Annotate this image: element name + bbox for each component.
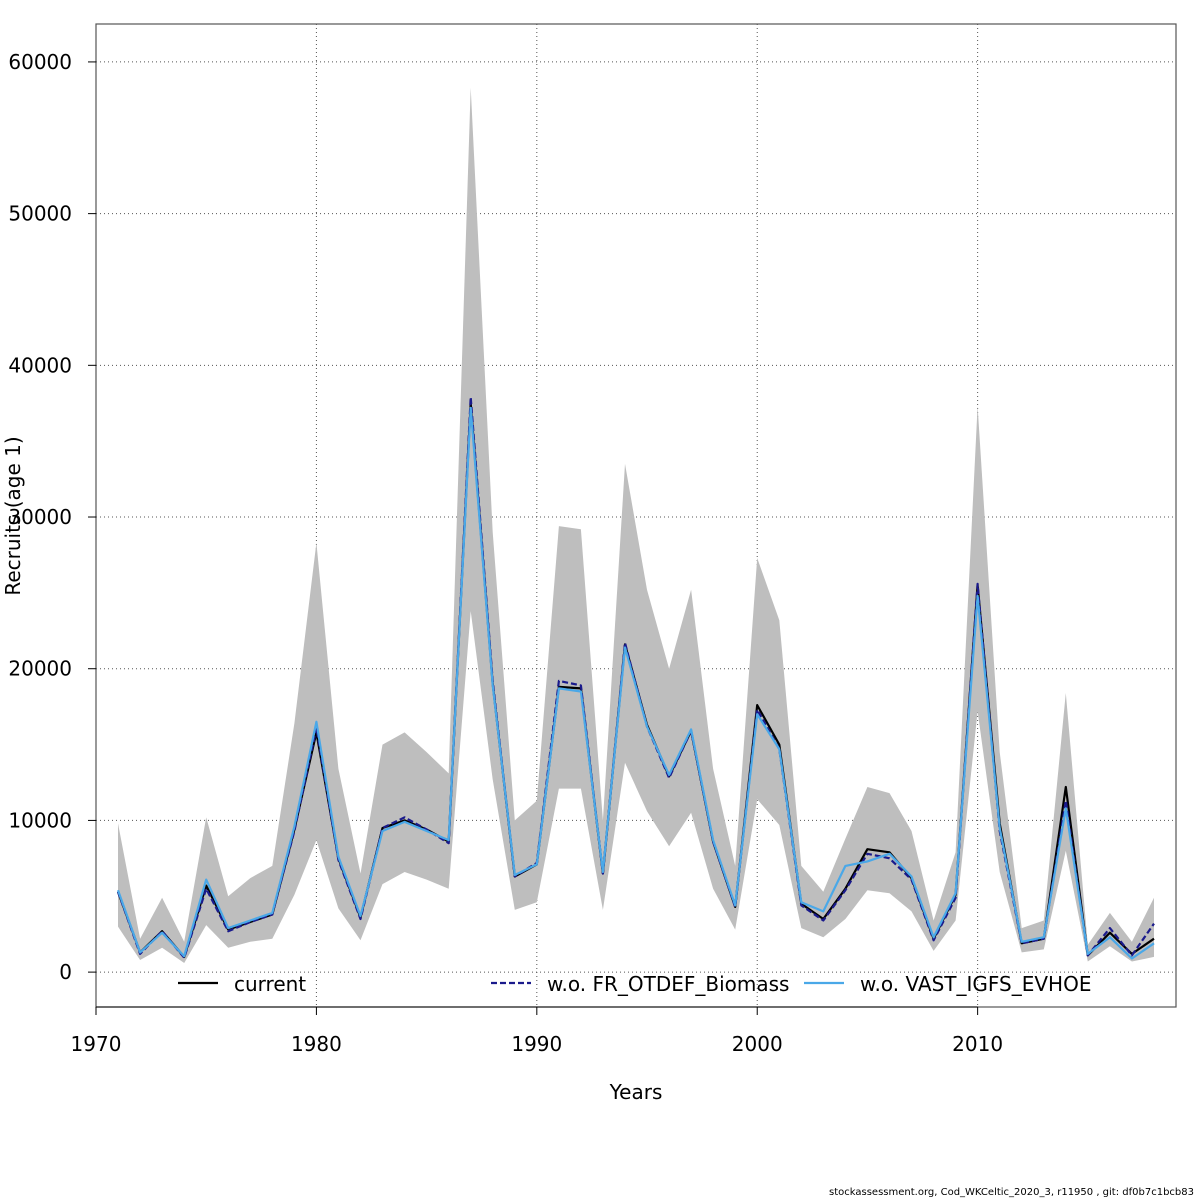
x-tick-label: 1970 (71, 1032, 122, 1056)
legend-label: current (234, 972, 306, 996)
x-tick-label: 2000 (732, 1032, 783, 1056)
x-tick-label: 1990 (511, 1032, 562, 1056)
x-tick-label: 2010 (952, 1032, 1003, 1056)
series-lines (116, 396, 1155, 960)
legend: current w.o. FR_OTDEF_Biomass w.o. VAST_IG… (178, 972, 1091, 996)
legend-item-current: current (178, 972, 306, 996)
y-tick-label: 50000 (8, 202, 72, 226)
y-tick-label: 40000 (8, 353, 72, 377)
y-axis-title: Recruits (age 1) (1, 436, 25, 595)
y-tick-label: 10000 (8, 808, 72, 832)
y-tick-label: 20000 (8, 657, 72, 681)
footer-credit: stockassessment.org, Cod_WKCeltic_2020_3… (829, 1187, 1194, 1198)
y-tick-label: 30000 (8, 505, 72, 529)
legend-label: w.o. VAST_IGFS_EVHOE (860, 972, 1091, 996)
plot-frame (95, 23, 1177, 1008)
x-axis: 1970 1980 1990 2000 2010 (71, 1006, 1003, 1056)
legend-item-w-o-vast-igfs-evhoe: w.o. VAST_IGFS_EVHOE (804, 972, 1091, 996)
series-line-w-o-vast-igfs-evhoe (116, 406, 1155, 960)
x-tick-label: 1980 (291, 1032, 342, 1056)
legend-item-w-o-fr-otdef-biomass: w.o. FR_OTDEF_Biomass (491, 972, 789, 996)
y-tick-label: 0 (59, 960, 72, 984)
x-axis-title: Years (609, 1080, 663, 1104)
confidence-band (118, 87, 1154, 963)
y-axis: 0 10000 20000 30000 40000 50000 60000 (8, 50, 96, 984)
confidence-band-area (118, 87, 1154, 963)
legend-label: w.o. FR_OTDEF_Biomass (547, 972, 789, 996)
y-tick-label: 60000 (8, 50, 72, 74)
grid-lines (95, 24, 1176, 1007)
